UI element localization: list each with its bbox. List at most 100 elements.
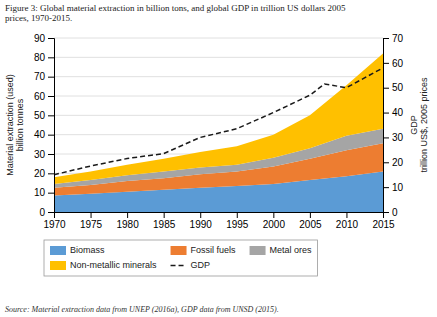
tick-label: 90 <box>34 33 46 44</box>
tick-label: 50 <box>392 82 404 93</box>
tick-label: 30 <box>392 132 404 143</box>
tick-label: 70 <box>34 71 46 82</box>
tick-label: 80 <box>34 52 46 63</box>
tick-mark <box>164 212 165 218</box>
tick: 0 <box>39 207 54 218</box>
legend-swatch <box>171 265 187 267</box>
legend-label: Fossil fuels <box>191 245 237 255</box>
tick-mark <box>48 212 54 213</box>
tick-label: 2015 <box>372 219 395 230</box>
tick-mark <box>48 173 54 174</box>
tick: 2005 <box>299 212 322 230</box>
grid <box>54 38 383 212</box>
tick-mark <box>383 187 389 188</box>
tick-mark <box>383 88 389 89</box>
tick-mark <box>48 154 54 155</box>
tick-label: 2005 <box>299 219 322 230</box>
tick-mark <box>383 212 389 213</box>
tick-mark <box>200 212 201 218</box>
tick-mark <box>273 212 274 218</box>
tick-label: 1995 <box>226 219 249 230</box>
tick: 20 <box>383 157 404 168</box>
tick-label: 0 <box>39 207 45 218</box>
tick-mark <box>48 77 54 78</box>
tick-label: 1990 <box>190 219 213 230</box>
tick-label: 70 <box>392 33 404 44</box>
grid-line <box>54 38 383 39</box>
tick-mark <box>48 57 54 58</box>
tick-label: 40 <box>392 107 404 118</box>
grid-line <box>54 57 383 58</box>
legend-swatch <box>250 246 266 255</box>
grid-line <box>54 76 383 77</box>
tick-mark <box>48 115 54 116</box>
tick-mark <box>310 212 311 218</box>
axis-line <box>55 213 384 219</box>
tick-label: 10 <box>392 182 404 193</box>
tick-mark <box>48 193 54 194</box>
tick: 50 <box>383 82 404 93</box>
tick: 10 <box>383 182 404 193</box>
axis-line <box>384 39 390 213</box>
axis-line <box>48 39 55 213</box>
legend-label: GDP <box>191 260 211 270</box>
y2-axis: 0 10 20 30 40 50 60 70 <box>383 33 404 218</box>
tick: 1995 <box>226 212 249 230</box>
tick: 2010 <box>336 212 359 230</box>
tick: 1980 <box>116 212 139 230</box>
tick: 1970 <box>43 212 66 230</box>
tick-label: 60 <box>392 58 404 69</box>
tick: 1990 <box>190 212 213 230</box>
tick: 1975 <box>80 212 103 230</box>
legend-swatch <box>50 261 66 270</box>
tick-mark <box>383 63 389 64</box>
tick-mark <box>383 113 389 114</box>
tick: 1985 <box>153 212 176 230</box>
tick-label: 10 <box>34 187 46 198</box>
tick: 90 <box>34 33 54 44</box>
tick: 40 <box>383 107 404 118</box>
axis-title: GDPtrillion US$, 2005 prices <box>409 77 429 173</box>
tick-mark <box>48 135 54 136</box>
tick-label: 0 <box>392 207 398 218</box>
legend-frame <box>44 240 318 276</box>
tick: 70 <box>34 71 54 82</box>
legend-item: Biomass <box>50 245 105 255</box>
tick: 30 <box>34 149 54 160</box>
tick: 10 <box>34 187 54 198</box>
tick-label: 2000 <box>263 219 286 230</box>
line <box>54 68 383 175</box>
tick-mark <box>91 212 92 218</box>
tick-mark <box>48 96 54 97</box>
tick-mark <box>346 212 347 218</box>
tick: 30 <box>383 132 404 143</box>
legend-item: Metal ores <box>250 245 313 255</box>
legend-item: GDP <box>171 260 211 270</box>
tick-mark <box>237 212 238 218</box>
tick-label: 20 <box>392 157 404 168</box>
tick: 80 <box>34 52 54 63</box>
tick: 70 <box>383 33 404 44</box>
chart: Figure 3: Global material extraction in … <box>0 0 437 317</box>
tick-mark <box>48 38 54 39</box>
tick-label: 40 <box>34 129 46 140</box>
tick: 20 <box>34 168 54 179</box>
plot-area <box>54 53 383 212</box>
tick-label: 1985 <box>153 219 176 230</box>
y-axis: 0102030405060708090 <box>34 33 55 218</box>
tick-label: 60 <box>34 91 46 102</box>
tick-label: 1970 <box>43 219 66 230</box>
axis-title: Material extraction (used)billion tonnes <box>5 74 25 176</box>
tick: 0 <box>383 207 398 218</box>
tick-label: 20 <box>34 168 46 179</box>
legend-item: Non-metallic minerals <box>50 260 157 270</box>
legend-label: Biomass <box>70 245 105 255</box>
tick: 40 <box>34 129 54 140</box>
tick-label: 1975 <box>80 219 103 230</box>
area <box>54 53 383 184</box>
tick-mark <box>383 137 389 138</box>
legend-swatch <box>50 246 66 255</box>
tick-label: 2010 <box>336 219 359 230</box>
legend-label: Metal ores <box>270 245 313 255</box>
tick-label: 1980 <box>116 219 139 230</box>
